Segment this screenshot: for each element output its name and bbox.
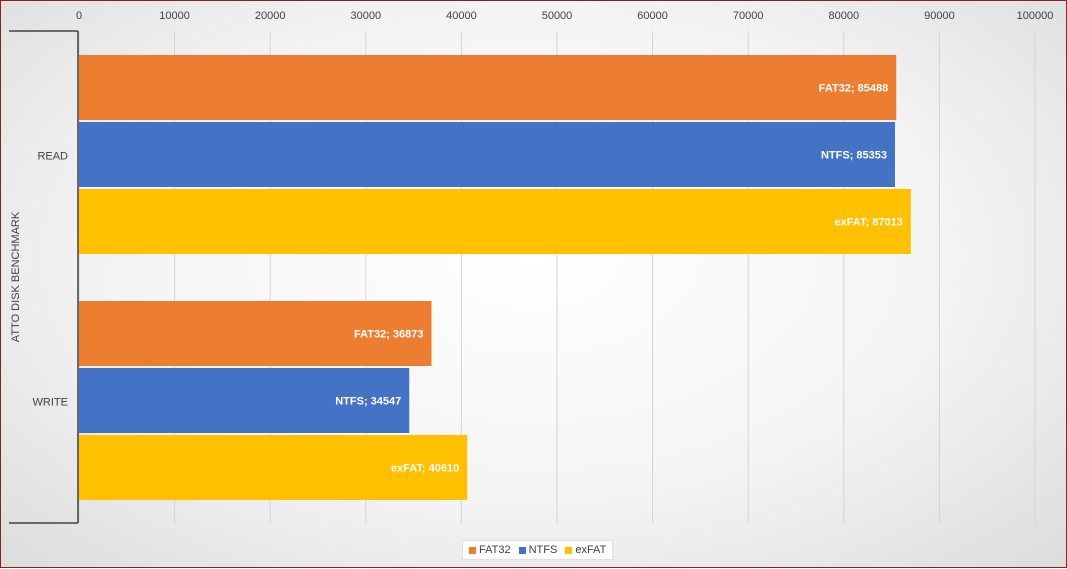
legend: FAT32 NTFS exFAT bbox=[462, 540, 614, 560]
bar bbox=[79, 122, 895, 187]
bar bbox=[79, 301, 432, 366]
x-tick-label: 30000 bbox=[351, 10, 382, 22]
category-label: READ bbox=[37, 151, 68, 163]
data-label: FAT32; 36873 bbox=[354, 329, 424, 341]
data-label: FAT32; 85488 bbox=[819, 83, 889, 95]
legend-item: exFAT bbox=[565, 544, 606, 556]
x-tick-label: 40000 bbox=[446, 10, 477, 22]
x-tick-label: 50000 bbox=[542, 10, 573, 22]
legend-swatch bbox=[565, 546, 573, 554]
x-tick-label: 80000 bbox=[829, 10, 860, 22]
legend-item: FAT32 bbox=[469, 544, 511, 556]
x-tick-label: 20000 bbox=[255, 10, 286, 22]
x-tick-label: 100000 bbox=[1017, 10, 1054, 22]
x-tick-label: 60000 bbox=[637, 10, 668, 22]
legend-swatch bbox=[469, 546, 476, 554]
bar bbox=[79, 368, 410, 433]
bar bbox=[79, 435, 468, 500]
data-label: NTFS; 85353 bbox=[821, 150, 887, 162]
group-axis-label: ATTO DISK BENCHMARK bbox=[10, 211, 22, 342]
x-tick-label: 70000 bbox=[733, 10, 764, 22]
x-tick-label: 0 bbox=[76, 10, 82, 22]
bar bbox=[79, 189, 911, 254]
x-tick-label: 10000 bbox=[159, 10, 190, 22]
legend-item: NTFS bbox=[518, 544, 558, 556]
x-tick-label: 90000 bbox=[924, 10, 955, 22]
legend-label: NTFS bbox=[528, 544, 558, 556]
bar bbox=[79, 55, 897, 120]
legend-swatch bbox=[518, 546, 526, 554]
legend-label: FAT32 bbox=[479, 544, 511, 556]
data-label: exFAT; 87013 bbox=[835, 217, 903, 229]
legend-label: exFAT bbox=[575, 544, 607, 556]
category-label: WRITE bbox=[33, 397, 68, 409]
data-label: NTFS; 34547 bbox=[335, 396, 401, 408]
data-label: exFAT; 40610 bbox=[391, 463, 459, 475]
